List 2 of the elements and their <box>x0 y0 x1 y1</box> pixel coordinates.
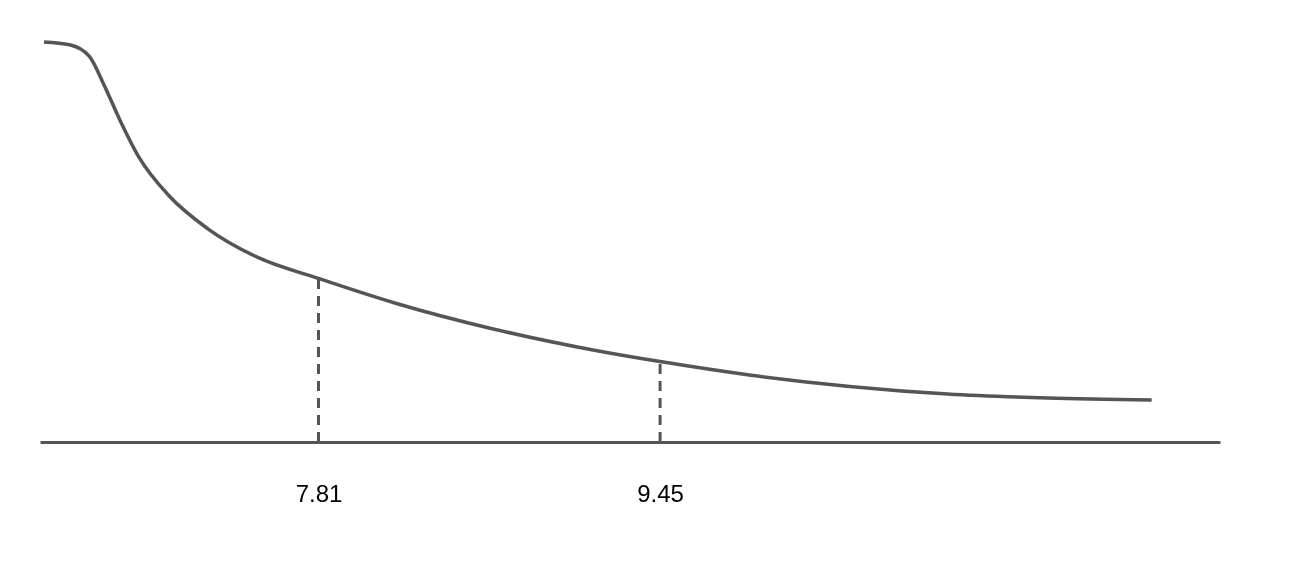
x-tick-label: 7.81 <box>295 479 343 507</box>
x-tick-label: 9.45 <box>637 479 684 507</box>
